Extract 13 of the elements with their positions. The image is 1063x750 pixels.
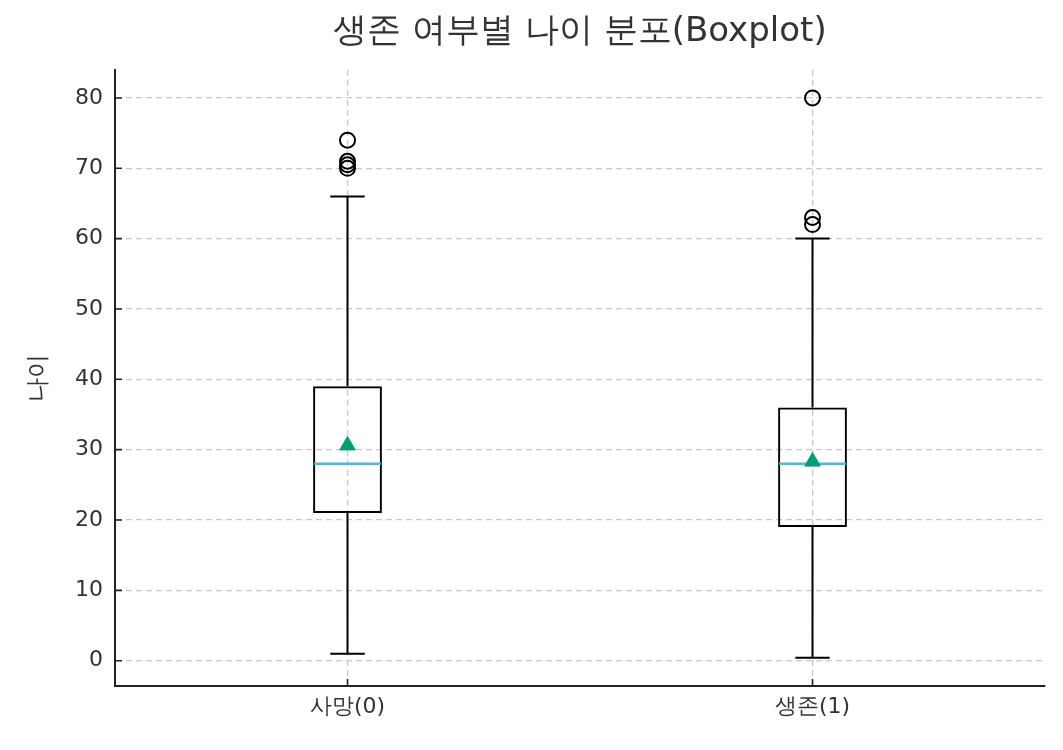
y-axis-title: 나이 (22, 353, 51, 402)
y-tick-label: 50 (75, 294, 103, 320)
x-tick-label: 생존(1) (774, 692, 851, 718)
y-tick-label: 60 (75, 224, 103, 250)
y-tick-label: 0 (89, 646, 103, 672)
y-tick-label: 70 (75, 154, 103, 179)
y-tick-label: 20 (75, 505, 103, 531)
y-tick-label: 30 (75, 435, 103, 461)
y-tick-label: 80 (75, 83, 103, 109)
y-tick-label: 10 (75, 576, 103, 602)
x-tick-label: 사망(0) (309, 692, 386, 718)
chart-title: 생존 여부별 나이 분포(Boxplot) (333, 9, 827, 50)
y-tick-label: 40 (75, 365, 103, 391)
